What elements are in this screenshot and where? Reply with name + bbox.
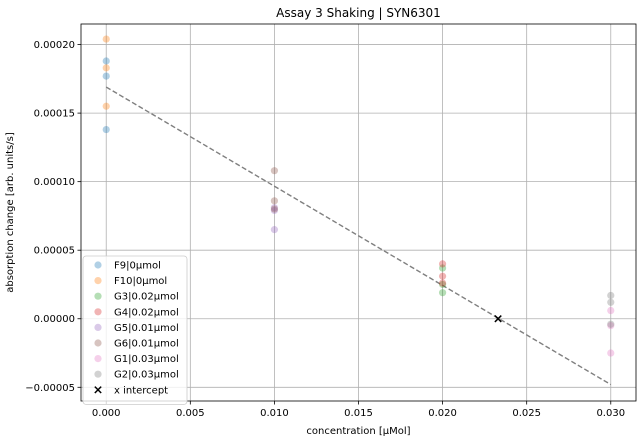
data-point-series-2 <box>102 64 110 72</box>
data-point-series-6 <box>270 167 279 175</box>
legend-marker <box>94 292 102 300</box>
legend-label: G1|0.03µmol <box>114 354 179 365</box>
data-point-series-8 <box>607 298 615 306</box>
legend-label: G6|0.01µmol <box>114 339 179 350</box>
data-point-series-7 <box>607 306 615 315</box>
y-tick-label: 0.00015 <box>34 109 75 120</box>
data-point-series-2 <box>102 102 110 110</box>
legend: F9|0µmol F10|0µmol G3|0.02µmol G4|0.02µmol G… <box>82 255 188 405</box>
data-point-series-7 <box>607 349 615 357</box>
data-point-series-4 <box>438 279 447 287</box>
legend-marker <box>94 308 102 316</box>
x-axis-ticks: 0.000 0.005 0.010 0.015 0.020 0.025 0.030 <box>92 401 625 419</box>
data-point-series-3 <box>438 280 447 289</box>
data-point-series-8 <box>607 320 615 328</box>
legend-label: x intercept <box>114 385 168 396</box>
y-tick-label: −0.00005 <box>25 383 75 394</box>
data-point-series-3 <box>438 289 447 297</box>
y-tick-label: 0.00005 <box>34 246 75 257</box>
legend-marker <box>94 339 102 347</box>
data-point-series-1 <box>102 125 110 134</box>
data-point-series-5 <box>270 226 279 234</box>
data-points <box>102 35 615 357</box>
y-tick-label: 0.00000 <box>34 314 75 325</box>
y-tick-label: 0.00010 <box>34 177 75 188</box>
data-point-series-4 <box>438 272 447 280</box>
chart-title: Assay 3 Shaking | SYN6301 <box>276 6 441 20</box>
data-point-series-1 <box>102 72 110 80</box>
plot-frame <box>80 23 637 402</box>
linear-fit-line <box>105 86 612 386</box>
x-tick-label: 0.005 <box>176 408 205 419</box>
x-tick-label: 0.000 <box>92 408 121 419</box>
data-point-series-4 <box>438 260 447 268</box>
x-axis-label: concentration [µMol] <box>306 426 410 437</box>
data-point-series-6 <box>270 205 279 213</box>
fit-line-layer <box>105 86 612 386</box>
data-point-series-3 <box>438 264 447 272</box>
legend-marker <box>94 261 102 269</box>
data-point-series-2 <box>102 35 110 43</box>
legend-marker-x <box>94 386 102 394</box>
legend-label: G3|0.02µmol <box>114 292 179 303</box>
data-point-series-6 <box>270 197 279 205</box>
data-point-series-5 <box>270 204 279 212</box>
legend-label: G5|0.01µmol <box>114 323 179 334</box>
y-axis-label: absorption change [arb. units/s] <box>5 132 16 293</box>
legend-label: G4|0.02µmol <box>114 307 179 318</box>
x-tick-label: 0.030 <box>596 408 625 419</box>
x-tick-label: 0.020 <box>428 408 457 419</box>
y-tick-label: 0.00020 <box>34 40 75 51</box>
x-tick-label: 0.025 <box>512 408 541 419</box>
legend-box <box>82 255 188 405</box>
legend-marker <box>94 277 102 285</box>
x-tick-label: 0.010 <box>260 408 289 419</box>
data-point-series-5 <box>270 206 279 215</box>
x-intercept-marker <box>494 315 502 323</box>
legend-label: F9|0µmol <box>114 261 161 272</box>
y-axis-ticks: −0.00005 0.00000 0.00005 0.00010 0.00015 0.00… <box>25 40 81 394</box>
data-point-series-1 <box>102 57 110 65</box>
legend-marker <box>94 355 102 363</box>
legend-label: G2|0.03µmol <box>114 370 179 381</box>
legend-marker <box>94 370 102 378</box>
legend-label: F10|0µmol <box>114 276 167 287</box>
legend-marker <box>94 323 102 331</box>
data-point-series-8 <box>607 291 615 300</box>
data-point-series-7 <box>607 322 615 330</box>
x-tick-label: 0.015 <box>344 408 373 419</box>
